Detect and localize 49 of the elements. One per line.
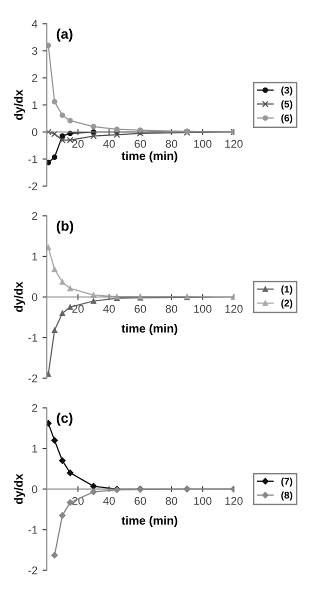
x-tick-label: 80 (166, 496, 178, 505)
legend-label: (6) (281, 114, 292, 124)
y-tick-label: 1 (32, 444, 38, 452)
x-tick-label: 120 (225, 496, 243, 505)
y-tick-label: -1 (28, 334, 38, 342)
x-tick-label: 40 (103, 496, 115, 505)
y-tick-label: -1 (28, 155, 38, 164)
x-tick-label: 60 (134, 496, 146, 505)
x-axis-title: time (min) (122, 151, 178, 162)
y-tick-label: 0 (32, 128, 38, 136)
y-tick-label: 1 (32, 101, 38, 109)
y-tick-label: -2 (28, 566, 38, 574)
x-tick-label: 80 (166, 140, 178, 148)
x-tick-label: 20 (72, 140, 84, 148)
y-tick-label: 2 (32, 212, 38, 220)
chart-title: (a) (56, 28, 72, 42)
legend-label: (7) (281, 478, 292, 487)
x-tick-label: 100 (194, 140, 212, 148)
y-axis-title: dy/dx (14, 282, 26, 312)
legend-label: (3) (281, 86, 292, 96)
legend-label: (1) (281, 286, 292, 295)
y-tick-label: -1 (28, 526, 38, 534)
chart-title: (b) (56, 220, 74, 234)
x-axis-title: time (min) (122, 324, 178, 335)
y-tick-label: 1 (32, 252, 38, 260)
legend-label: (2) (281, 299, 292, 308)
chart-title: (c) (56, 412, 72, 426)
x-tick-label: 120 (225, 304, 243, 313)
y-tick-label: 0 (32, 293, 38, 302)
y-tick-label: 3 (32, 47, 38, 55)
x-axis-title: time (min) (122, 516, 178, 528)
x-tick-label: 120 (225, 140, 243, 148)
y-tick-label: 2 (32, 404, 38, 412)
x-tick-label: 80 (166, 304, 178, 313)
x-tick-label: 100 (194, 496, 212, 505)
y-tick-label: 2 (32, 74, 38, 82)
x-tick-label: 40 (103, 304, 115, 313)
y-axis-title: dy/dx (14, 474, 26, 504)
x-tick-label: 60 (134, 140, 146, 148)
x-tick-label: 40 (103, 140, 115, 148)
legend-label: (8) (281, 491, 292, 501)
y-tick-label: 4 (32, 20, 38, 28)
legend-label: (5) (281, 100, 292, 110)
y-tick-label: -2 (28, 374, 38, 382)
y-axis-title: dy/dx (14, 90, 26, 120)
y-tick-label: -2 (28, 182, 38, 190)
x-tick-label: 100 (194, 304, 212, 313)
x-tick-label: 60 (134, 304, 146, 313)
y-tick-label: 0 (32, 485, 38, 494)
